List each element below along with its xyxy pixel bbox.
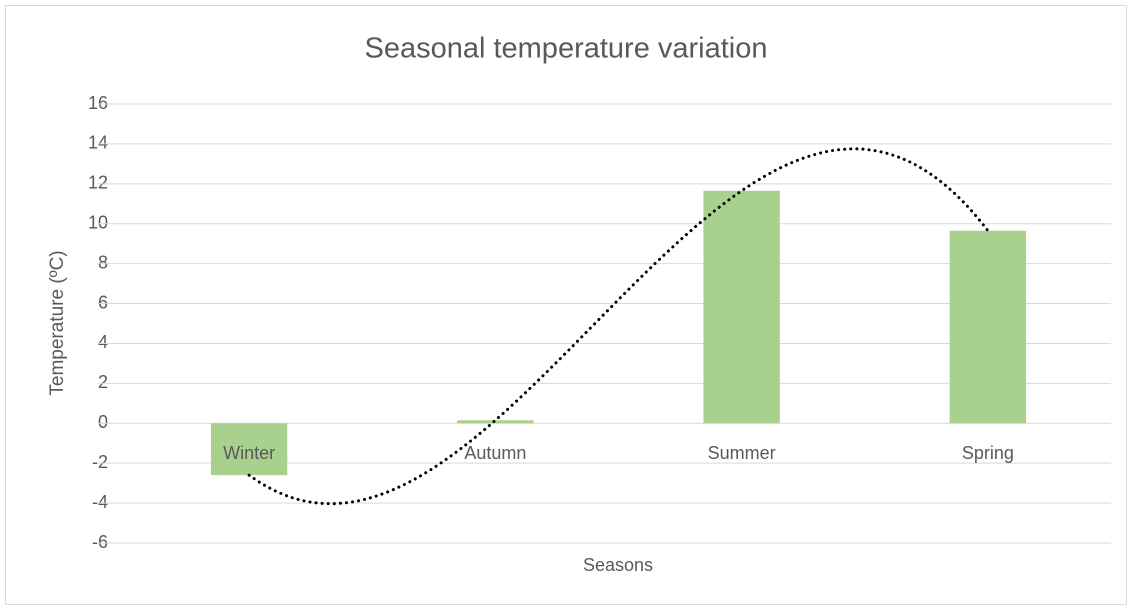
x-tick-label: Winter [223, 443, 275, 463]
y-tick-label: 2 [98, 372, 108, 392]
y-tick-label: 14 [88, 133, 108, 153]
y-tick-label: 6 [98, 292, 108, 312]
y-tick-label: 10 [88, 212, 108, 232]
y-tick-label: 12 [88, 173, 108, 193]
y-tick-label: 8 [98, 252, 108, 272]
y-tick-label: -6 [92, 532, 108, 552]
x-tick-label: Spring [962, 443, 1014, 463]
y-axis-title: Temperature (ºC) [47, 250, 68, 395]
y-tick-label: -4 [92, 492, 108, 512]
x-tick-label: Summer [708, 443, 776, 463]
y-tick-label: -2 [92, 452, 108, 472]
bar [210, 423, 288, 476]
bar [703, 190, 780, 424]
y-tick-label: 0 [98, 412, 108, 432]
y-tick-label: 4 [98, 332, 108, 352]
y-tick-label: 16 [88, 93, 108, 113]
chart-border [5, 5, 1127, 605]
x-tick-label: Autumn [464, 443, 526, 463]
x-axis-title: Seasons [583, 555, 653, 575]
chart-title: Seasonal temperature variation [364, 33, 767, 65]
bar [949, 230, 1027, 424]
